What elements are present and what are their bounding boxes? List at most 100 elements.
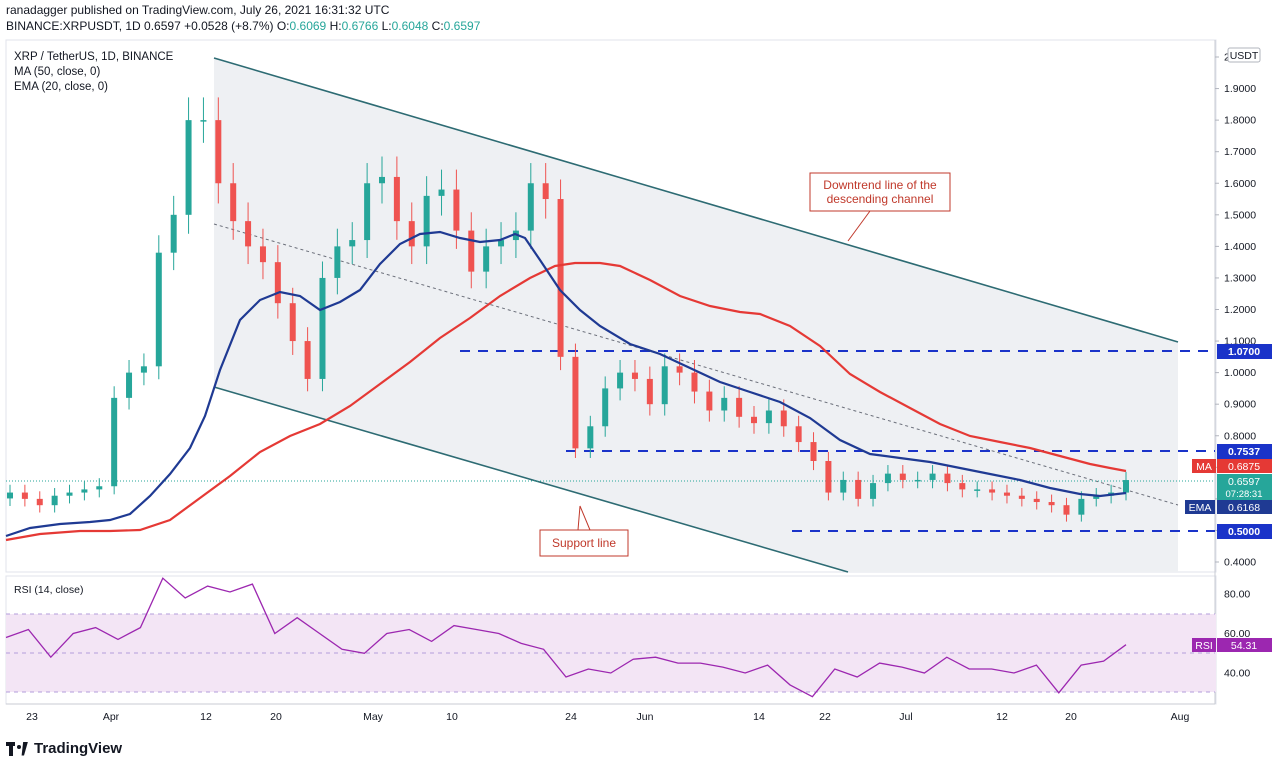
candle-body[interactable] (349, 240, 356, 247)
ma-line[interactable] (5, 261, 1127, 542)
candle-body[interactable] (587, 426, 594, 449)
candle-body[interactable] (1123, 480, 1129, 493)
level-badge-1070 (1217, 344, 1272, 359)
candle-body[interactable] (393, 176, 400, 222)
candle-body[interactable] (304, 341, 311, 379)
candle-body[interactable] (661, 366, 668, 405)
candle-body[interactable] (646, 378, 653, 405)
candle-body[interactable] (899, 473, 906, 480)
candle-body[interactable] (706, 391, 713, 411)
indicator-legend: XRP / TetherUS, 1D, BINANCE MA (50, clos… (14, 50, 173, 95)
candle-body[interactable] (765, 410, 772, 424)
ema-line[interactable] (5, 230, 1127, 538)
candle-body[interactable] (498, 240, 505, 247)
candle-body[interactable] (929, 473, 936, 480)
candle-body[interactable] (126, 372, 133, 398)
candle-body[interactable] (259, 246, 266, 263)
candle-body[interactable] (870, 483, 877, 499)
rsi-tag (1192, 638, 1216, 652)
time-tick-label: 20 (1065, 711, 1077, 723)
candle-body[interactable] (155, 252, 162, 367)
candle-body[interactable] (274, 262, 281, 304)
candle-body[interactable] (215, 120, 222, 184)
candle-body[interactable] (468, 230, 475, 272)
candle-body[interactable] (527, 183, 534, 231)
candle-body[interactable] (51, 495, 58, 506)
candle-body[interactable] (1063, 505, 1070, 515)
ma-badge-text: 0.6875 (1228, 461, 1260, 473)
price-tick-label: 0.4000 (1224, 557, 1256, 569)
candle-body[interactable] (334, 246, 341, 278)
candle-body[interactable] (1018, 495, 1025, 499)
candle-body[interactable] (691, 372, 698, 392)
candle-body[interactable] (1048, 502, 1055, 506)
candle-body[interactable] (989, 489, 996, 493)
candle-body[interactable] (170, 214, 177, 253)
rsi-legend[interactable]: RSI (14, close) (14, 584, 83, 596)
candle-body[interactable] (245, 221, 252, 247)
candle-body[interactable] (1033, 498, 1040, 503)
candle-body[interactable] (1003, 492, 1010, 496)
candle-body[interactable] (81, 489, 88, 493)
rsi-line[interactable] (5, 577, 1127, 698)
candle-body[interactable] (21, 492, 28, 499)
price-tick-label: 0.8000 (1224, 430, 1256, 442)
candle-body[interactable] (319, 277, 326, 379)
candles[interactable] (7, 97, 1129, 522)
downtrend-annotation-line1: Downtrend line of the (823, 178, 937, 192)
candle-body[interactable] (676, 366, 683, 373)
candle-body[interactable] (185, 120, 192, 215)
candle-body[interactable] (855, 479, 862, 499)
candle-body[interactable] (959, 483, 966, 490)
tradingview-footer[interactable]: TradingView (6, 740, 122, 757)
candle-body[interactable] (884, 473, 891, 484)
ema-legend[interactable]: EMA (20, close, 0) (14, 81, 108, 93)
candle-body[interactable] (423, 195, 430, 247)
candle-body[interactable] (140, 366, 147, 373)
candle-body[interactable] (66, 492, 73, 496)
channel-fill (214, 58, 1178, 572)
candle-body[interactable] (780, 410, 787, 427)
candle-body[interactable] (379, 176, 385, 184)
candle-body[interactable] (200, 120, 207, 122)
candle-body[interactable] (721, 397, 728, 411)
candle-body[interactable] (617, 372, 624, 389)
candle-body[interactable] (364, 183, 371, 241)
candle-body[interactable] (7, 492, 13, 499)
ema-badge-text: 0.6168 (1228, 502, 1260, 514)
candle-body[interactable] (408, 221, 415, 247)
candle-body[interactable] (1078, 498, 1085, 515)
candle-body[interactable] (483, 246, 490, 272)
candle-body[interactable] (914, 479, 921, 482)
candle-body[interactable] (96, 486, 103, 490)
candle-body[interactable] (542, 183, 549, 200)
candle-body[interactable] (111, 397, 118, 487)
candle-body[interactable] (736, 397, 743, 417)
candle-body[interactable] (840, 479, 847, 493)
price-pane[interactable] (5, 39, 1217, 573)
candle-body[interactable] (453, 189, 460, 231)
candle-body[interactable] (572, 356, 579, 449)
candle-body[interactable] (974, 489, 981, 491)
candle-body[interactable] (631, 372, 638, 379)
time-tick-label: Apr (103, 711, 120, 723)
candle-body[interactable] (289, 303, 296, 342)
pair-legend[interactable]: XRP / TetherUS, 1D, BINANCE (14, 51, 174, 63)
downtrend-annotation-box (809, 172, 951, 212)
candle-body[interactable] (944, 473, 951, 484)
candle-body[interactable] (751, 416, 757, 424)
candle-body[interactable] (810, 442, 817, 461)
candle-body[interactable] (602, 388, 609, 427)
symbol-line: BINANCE:XRPUSDT, 1D 0.6597 +0.0528 (+8.7… (6, 18, 480, 34)
ma-legend[interactable]: MA (50, close, 0) (14, 66, 101, 78)
price-tick-label: 1.3000 (1224, 272, 1256, 284)
time-tick-label: Jul (899, 711, 912, 723)
candle-body[interactable] (1093, 495, 1100, 499)
candle-body[interactable] (557, 199, 564, 357)
candle-body[interactable] (230, 183, 237, 222)
candle-body[interactable] (438, 189, 445, 196)
candle-body[interactable] (795, 426, 802, 443)
candle-body[interactable] (825, 461, 832, 493)
candle-body[interactable] (36, 498, 43, 506)
